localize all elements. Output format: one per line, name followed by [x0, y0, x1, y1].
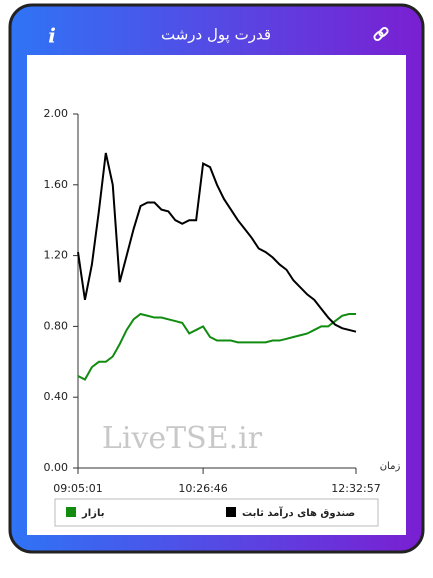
y-tick-label: 0.00	[44, 461, 69, 474]
y-tick-label: 2.00	[44, 107, 69, 120]
header-title: قدرت پول درشت	[161, 26, 271, 45]
series-line	[77, 312, 356, 381]
link-button[interactable]	[373, 26, 389, 42]
legend	[54, 498, 379, 527]
y-tick-label: 1.60	[44, 178, 69, 191]
y-tick-label: 1.20	[44, 249, 69, 262]
y-tick-label: 0.80	[44, 319, 69, 332]
watermark: LiveTSE.ir	[102, 421, 263, 456]
legend-swatch	[66, 507, 76, 517]
series-line	[77, 152, 357, 333]
legend-swatch	[226, 507, 236, 517]
y-tick-label: 0.40	[44, 390, 69, 403]
legend-label: صندوق های درآمد ثابت	[242, 506, 355, 519]
legend-label: بازار	[81, 508, 104, 519]
x-tick-label: 09:05:01	[53, 482, 102, 495]
x-axis-label: زمان	[380, 461, 401, 472]
chart-panel	[27, 55, 406, 535]
x-tick-label: 12:32:57	[331, 482, 380, 495]
x-tick-label: 10:26:46	[178, 482, 227, 495]
info-button[interactable]: i	[48, 24, 56, 48]
